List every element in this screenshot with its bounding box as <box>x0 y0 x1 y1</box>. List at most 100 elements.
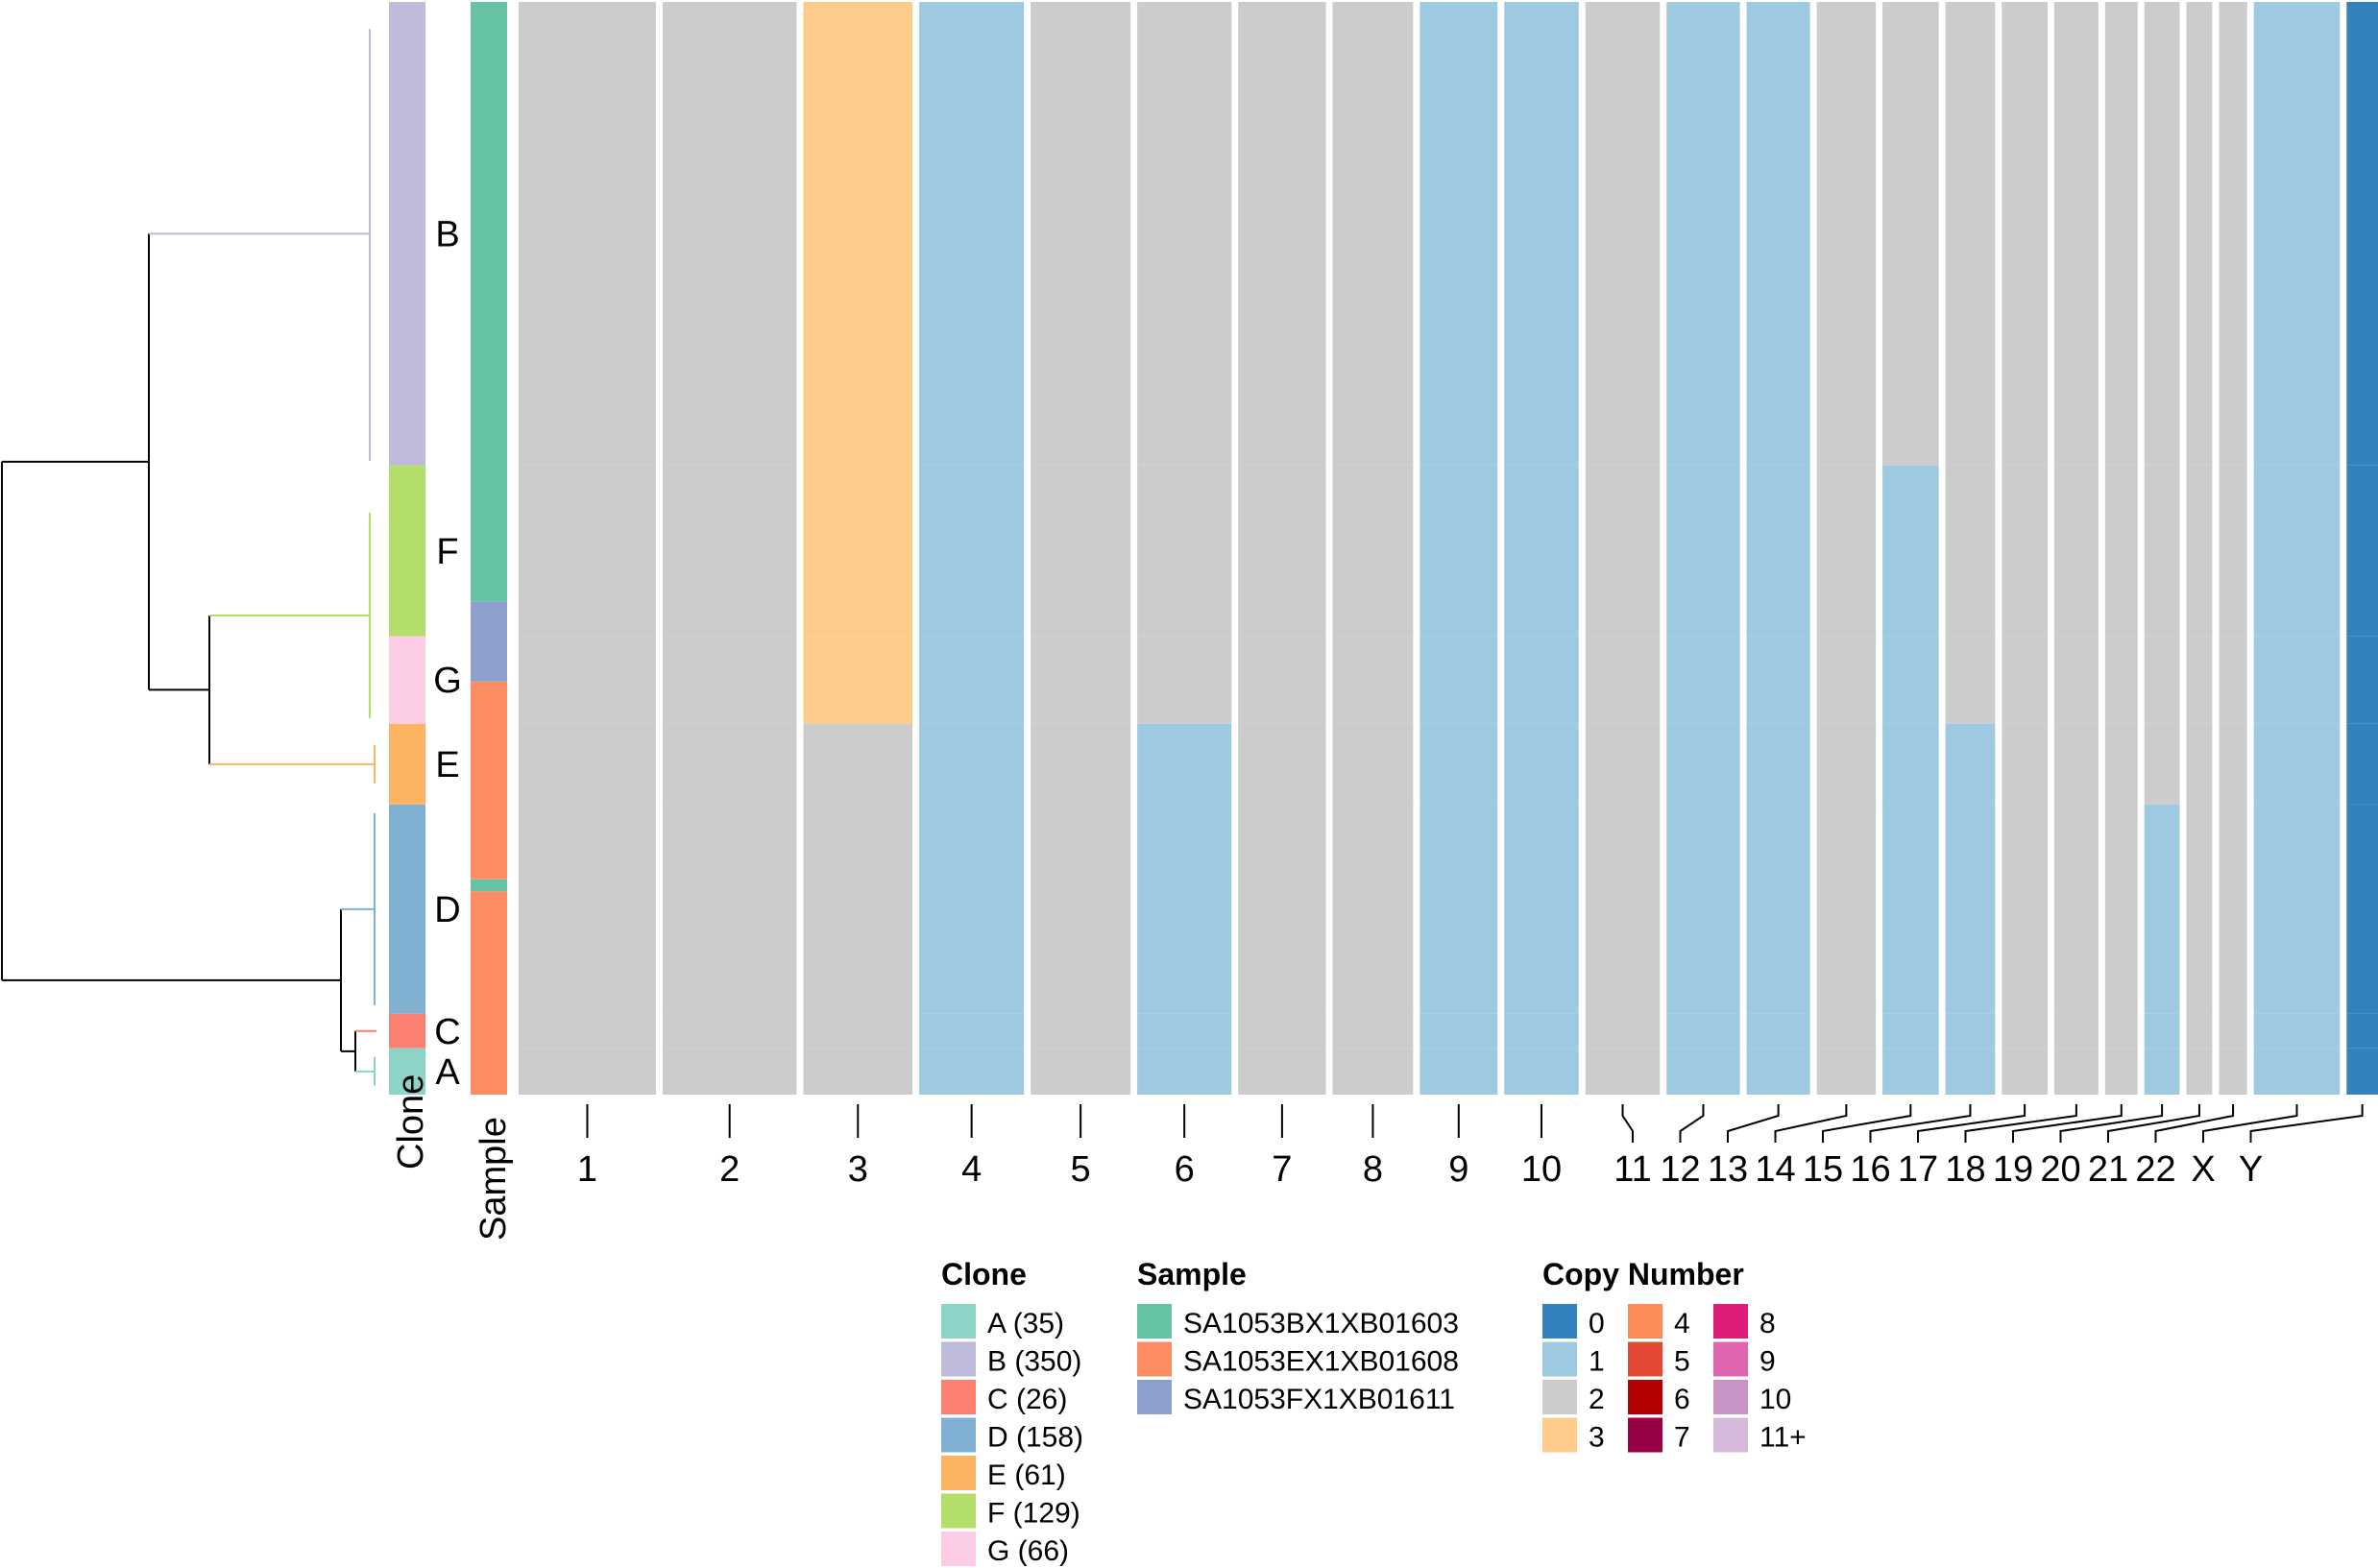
clone-label-F: F <box>436 532 458 572</box>
cell-D-chr7 <box>1238 804 1326 1014</box>
cn-legend-label-7: 7 <box>1674 1422 1690 1454</box>
cell-G-chr7 <box>1238 636 1326 724</box>
cell-D-chr10 <box>1504 804 1579 1014</box>
clone-letter-labels: B F G E D CA <box>433 214 462 1092</box>
cell-E-chr16 <box>1945 723 1996 805</box>
label-chr9: 9 <box>1448 1149 1468 1190</box>
cell-C-chr17 <box>2002 1013 2048 1049</box>
clone-track-label: Clone <box>391 1074 431 1170</box>
clone-legend-label-1: B (350) <box>987 1346 1081 1378</box>
cell-G-chr1 <box>519 636 656 724</box>
sample-legend-swatch-2 <box>1137 1380 1172 1414</box>
cell-G-chr10 <box>1504 636 1579 724</box>
cell-G-chr21 <box>2186 636 2213 724</box>
cn-legend-title: Copy Number <box>1542 1257 1744 1291</box>
label-chr17: 17 <box>1898 1149 1938 1190</box>
cell-B-chr3 <box>803 2 913 466</box>
cell-D-chr2 <box>662 804 797 1014</box>
sample-segment-0 <box>471 2 507 602</box>
cell-C-chr15 <box>1882 1013 1939 1049</box>
cell-B-chr13 <box>1746 2 1810 466</box>
tick-chr20 <box>2059 1104 2164 1143</box>
clone-legend-label-6: G (66) <box>987 1535 1069 1567</box>
tick-chr16 <box>1869 1104 1972 1143</box>
cell-E-chr15 <box>1882 723 1939 805</box>
label-chr12: 12 <box>1660 1149 1700 1190</box>
cell-G-chr12 <box>1666 636 1740 724</box>
sample-track-label: Sample <box>473 1117 514 1241</box>
clone-segment-A <box>389 1048 425 1095</box>
cell-E-chr6 <box>1137 723 1232 805</box>
cell-E-chr7 <box>1238 723 1326 805</box>
sample-segment-3 <box>471 879 507 892</box>
cn-legend-swatch-4 <box>1628 1304 1662 1339</box>
cell-F-chr7 <box>1238 465 1326 637</box>
cell-B-chr22 <box>2219 2 2247 466</box>
cell-A-chr16 <box>1945 1048 1996 1095</box>
label-chr15: 15 <box>1803 1149 1843 1190</box>
tree-clade-FGE-stem <box>149 615 210 764</box>
cell-D-chr12 <box>1666 804 1740 1014</box>
cell-F-chrX <box>2253 465 2341 637</box>
clone-legend-swatch-1 <box>941 1341 976 1377</box>
cell-G-chr18 <box>2053 636 2099 724</box>
clone-legend-label-3: D (158) <box>987 1422 1083 1454</box>
cell-F-chr16 <box>1945 465 1996 637</box>
cn-legend-swatch-1 <box>1542 1341 1577 1377</box>
label-chr20: 20 <box>2040 1149 2080 1190</box>
clone-label-A: A <box>435 1052 460 1093</box>
cell-C-chr2 <box>662 1013 797 1049</box>
tree-clade-CA-stem <box>341 1030 356 1072</box>
cell-G-chr3 <box>803 636 913 724</box>
cell-A-chrY <box>2346 1048 2378 1095</box>
cell-E-chr12 <box>1666 723 1740 805</box>
clone-segment-D <box>389 804 425 1014</box>
chromosome-axis: 1 2 3 4 5 6 7 8 9 10 11 12 13 14 15 16 17 18 19 20 21 22 X Y <box>577 1104 2364 1190</box>
cell-G-chr6 <box>1137 636 1232 724</box>
cell-F-chr17 <box>2002 465 2048 637</box>
cell-C-chr11 <box>1585 1013 1661 1049</box>
cell-A-chr6 <box>1137 1048 1232 1095</box>
cn-legend-swatch-8 <box>1713 1304 1748 1339</box>
sample-legend-swatch-0 <box>1137 1304 1172 1339</box>
cell-A-chr9 <box>1420 1048 1498 1095</box>
cell-F-chr15 <box>1882 465 1939 637</box>
sample-legend: Sample SA1053BX1XB01603 SA1053EX1XB01608 SA… <box>1137 1257 1459 1415</box>
cell-F-chr9 <box>1420 465 1498 637</box>
cell-G-chr20 <box>2144 636 2180 724</box>
label-chrX: X <box>2191 1149 2215 1190</box>
label-chrY: Y <box>2239 1149 2263 1190</box>
clone-segment-F <box>389 465 425 637</box>
tree-clade-D <box>341 812 376 1005</box>
cell-G-chr2 <box>662 636 797 724</box>
cell-E-chr10 <box>1504 723 1579 805</box>
cell-C-chr16 <box>1945 1013 1996 1049</box>
cell-B-chr21 <box>2186 2 2213 466</box>
cell-D-chrY <box>2346 804 2378 1014</box>
label-chr4: 4 <box>961 1149 982 1190</box>
cell-A-chr2 <box>662 1048 797 1095</box>
clone-legend: Clone A (35) B (350) C (26) D (158) E (61) F (… <box>941 1257 1083 1567</box>
clone-segment-E <box>389 723 425 805</box>
cell-C-chr22 <box>2219 1013 2247 1049</box>
cell-A-chr10 <box>1504 1048 1579 1095</box>
cell-D-chr19 <box>2104 804 2138 1014</box>
cell-C-chr4 <box>919 1013 1025 1049</box>
sample-legend-label-0: SA1053BX1XB01603 <box>1183 1308 1459 1339</box>
cell-F-chr4 <box>919 465 1025 637</box>
cell-B-chr17 <box>2002 2 2048 466</box>
cell-A-chr8 <box>1332 1048 1414 1095</box>
tick-chrY <box>2249 1104 2364 1143</box>
clone-legend-swatch-2 <box>941 1380 976 1414</box>
cell-C-chr21 <box>2186 1013 2213 1049</box>
clone-legend-label-2: C (26) <box>987 1384 1067 1415</box>
cell-A-chr11 <box>1585 1048 1661 1095</box>
cell-D-chr13 <box>1746 804 1810 1014</box>
copy-number-legend: Copy Number 0 1 2 3 4 5 6 7 8 9 10 11+ <box>1542 1257 1807 1454</box>
clone-legend-swatch-6 <box>941 1532 976 1566</box>
clone-label-B: B <box>435 214 459 254</box>
cell-D-chr16 <box>1945 804 1996 1014</box>
cell-D-chr5 <box>1031 804 1131 1014</box>
cn-legend-label-9: 9 <box>1759 1346 1776 1378</box>
phylogenetic-tree <box>1 29 376 1086</box>
